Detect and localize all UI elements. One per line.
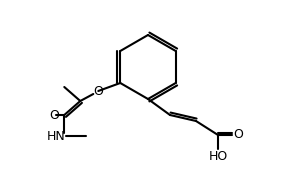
- Text: O: O: [233, 129, 243, 142]
- Text: HO: HO: [208, 151, 228, 164]
- Text: HN: HN: [47, 130, 66, 142]
- Text: O: O: [49, 108, 59, 122]
- Text: O: O: [93, 85, 103, 97]
